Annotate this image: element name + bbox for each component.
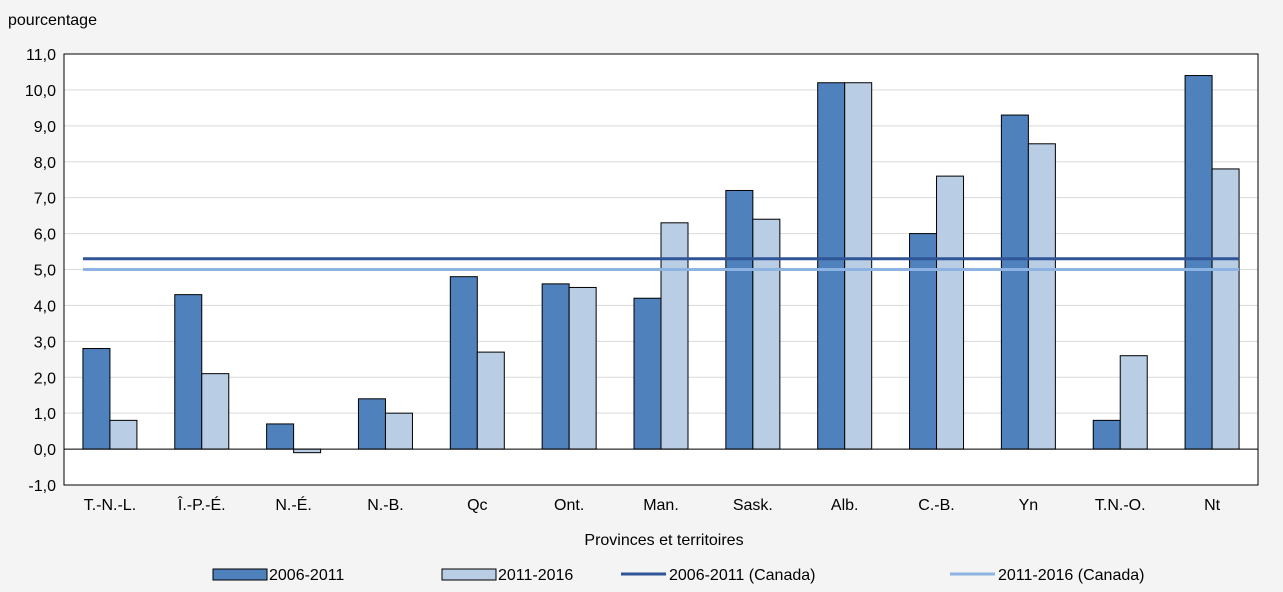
x-tick-label: Î.-P.-É. — [177, 495, 226, 514]
x-tick-label: Alb. — [831, 497, 859, 514]
bar — [936, 175, 965, 450]
y-tick-label: 2,0 — [34, 370, 56, 387]
x-tick-label: Man. — [643, 497, 679, 514]
x-axis-label: Provinces et territoires — [584, 532, 743, 549]
x-tick-label: Sask. — [733, 497, 773, 514]
y-tick-label: 6,0 — [34, 227, 56, 244]
bar — [293, 448, 322, 454]
legend-label: 2006-2011 (Canada) — [669, 567, 815, 584]
bar — [1119, 355, 1148, 450]
plot-border — [63, 53, 1259, 486]
y-axis-label: pourcentage — [8, 12, 97, 29]
bar — [1027, 143, 1056, 450]
x-tick-label: Nt — [1204, 497, 1221, 514]
x-tick-label: Yn — [1019, 497, 1039, 514]
legend-label: 2011-2016 (Canada) — [998, 567, 1144, 584]
bar — [1092, 419, 1121, 450]
x-tick-label: T.-N.-L. — [84, 497, 136, 514]
bar — [660, 222, 689, 450]
bar — [1211, 168, 1240, 450]
y-tick-label: 4,0 — [34, 298, 56, 315]
y-tick-label: 7,0 — [34, 191, 56, 208]
bar — [266, 423, 295, 450]
legend-label: 2006-2011 — [269, 567, 344, 584]
x-tick-label: T.N.-O. — [1095, 497, 1146, 514]
bar — [201, 373, 230, 450]
bar — [109, 419, 138, 450]
bar — [82, 348, 111, 450]
bar — [174, 294, 203, 450]
bar — [817, 82, 846, 450]
bar — [1184, 75, 1213, 450]
y-tick-label: 11,0 — [26, 47, 56, 64]
bar — [752, 218, 781, 450]
x-tick-label: N.-B. — [367, 497, 403, 514]
bar — [844, 82, 873, 450]
bar — [541, 283, 570, 450]
bar — [725, 189, 754, 450]
legend-swatch — [212, 568, 268, 581]
x-tick-label: N.-É. — [275, 495, 311, 514]
bar — [384, 412, 413, 450]
y-tick-label: 9,0 — [34, 119, 56, 136]
y-tick-label: 1,0 — [34, 406, 56, 423]
x-tick-label: Ont. — [554, 497, 584, 514]
bar — [568, 286, 597, 450]
y-tick-label: 5,0 — [34, 263, 56, 280]
y-tick-label: 8,0 — [34, 155, 56, 172]
y-tick-label: 0,0 — [34, 442, 56, 459]
bar — [476, 351, 505, 450]
bar — [909, 233, 938, 450]
y-tick-label: -1,0 — [28, 478, 56, 495]
y-tick-label: 10,0 — [25, 83, 56, 100]
bar — [357, 398, 386, 450]
bar — [1000, 114, 1029, 450]
x-tick-label: Qc — [467, 497, 487, 514]
x-tick-label: C.-B. — [918, 497, 954, 514]
legend-label: 2011-2016 — [498, 567, 573, 584]
bar — [449, 276, 478, 450]
y-tick-label: 3,0 — [34, 334, 56, 351]
bar — [633, 297, 662, 450]
legend-swatch — [441, 568, 497, 581]
